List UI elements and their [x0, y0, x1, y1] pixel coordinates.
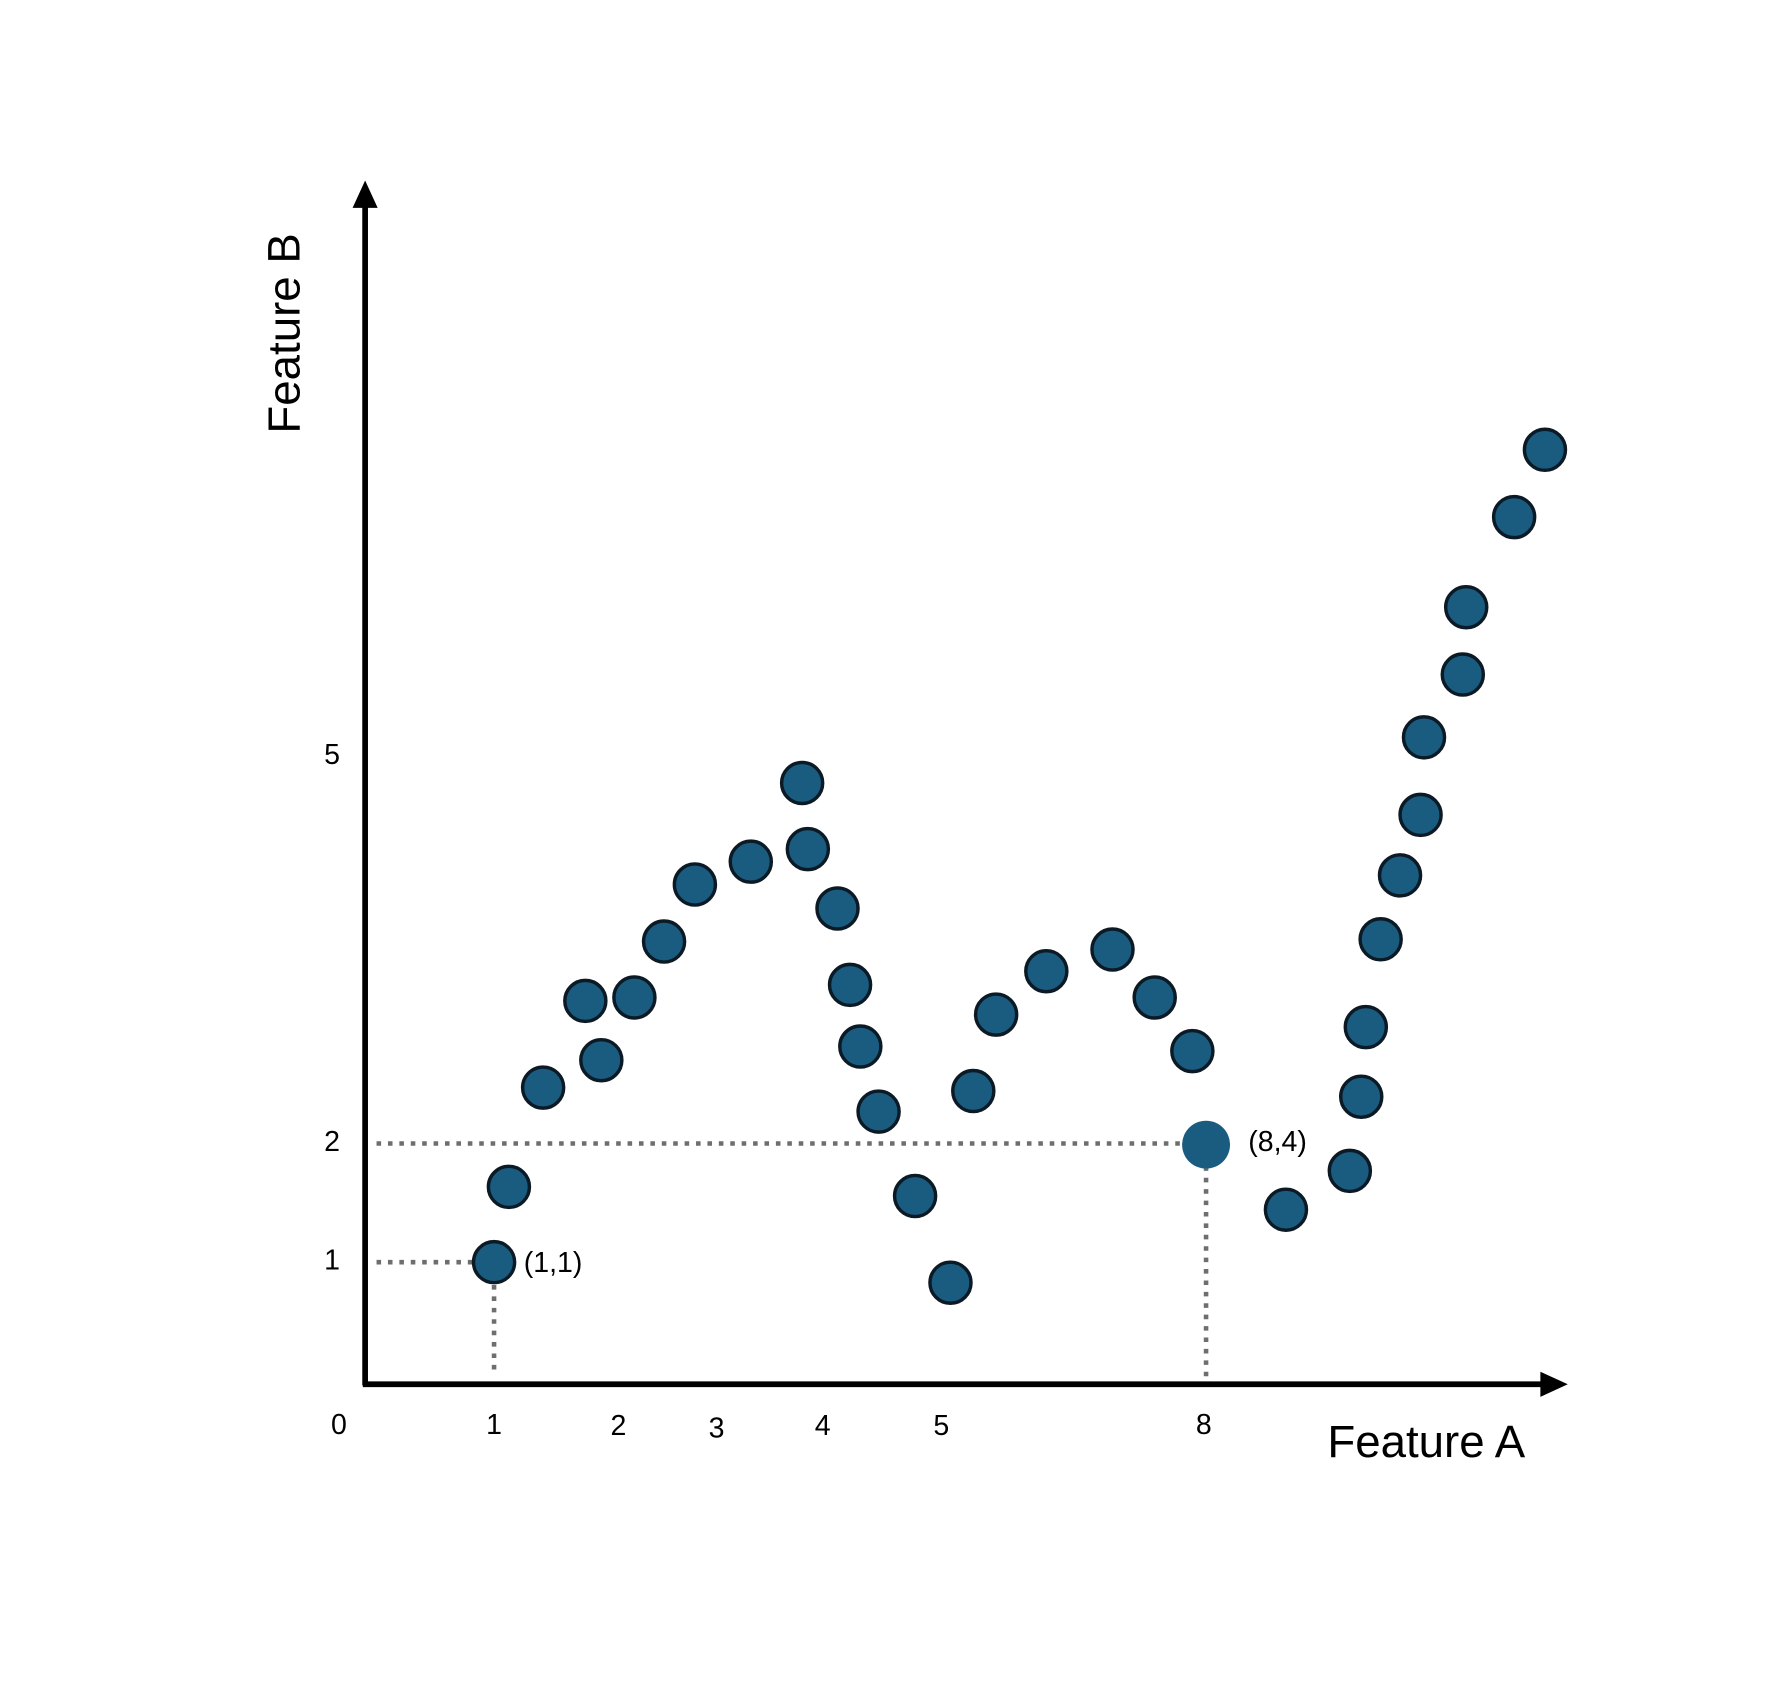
point: [1440, 652, 1486, 697]
point: [856, 1089, 901, 1134]
point: [520, 1065, 566, 1110]
point: [1090, 927, 1135, 972]
point: [1398, 792, 1443, 838]
point: [815, 886, 860, 931]
point: [471, 1239, 517, 1285]
point: [1377, 853, 1423, 898]
point: [579, 1037, 624, 1083]
point: [1338, 1074, 1384, 1119]
x-axis-title: Feature A: [1327, 1416, 1525, 1467]
point: [612, 975, 657, 1020]
y-tick-label: 1: [324, 1245, 340, 1277]
point: [1263, 1187, 1309, 1232]
point: [672, 862, 718, 907]
point: [928, 1260, 973, 1305]
x-tick-label: 1: [486, 1409, 502, 1441]
x-tick-label: 5: [933, 1410, 949, 1442]
point: [951, 1068, 996, 1114]
x-axis-arrow: [1540, 1371, 1568, 1397]
point: [728, 839, 774, 884]
point: [1024, 948, 1069, 994]
y-tick-label: 5: [324, 739, 340, 771]
point: [486, 1164, 532, 1210]
point: [1443, 584, 1489, 630]
axes: [352, 180, 1568, 1397]
point: [1491, 494, 1537, 540]
point: [779, 760, 825, 806]
y-axis-title: Feature B: [259, 233, 310, 433]
annotation: (8,4): [1248, 1126, 1307, 1158]
point: [1343, 1004, 1389, 1050]
point: [827, 962, 873, 1008]
point: [892, 1173, 938, 1219]
point: [563, 978, 608, 1024]
y-axis-arrow: [352, 180, 378, 208]
x-tick-label: 0: [331, 1409, 347, 1441]
annotation: (1,1): [524, 1247, 583, 1279]
point: [1132, 975, 1177, 1020]
highlighted-point: [1182, 1120, 1231, 1169]
points: [471, 427, 1568, 1305]
y-tick-label: 2: [324, 1126, 340, 1158]
x-tick-label: 3: [709, 1412, 725, 1444]
point: [1522, 427, 1568, 473]
x-tick-label: 2: [611, 1410, 627, 1442]
point: [973, 992, 1019, 1037]
point: [1401, 715, 1447, 760]
point: [1358, 917, 1403, 962]
x-tick-label: 8: [1196, 1409, 1212, 1441]
point: [641, 919, 687, 964]
point: [785, 826, 831, 872]
point: [1170, 1028, 1215, 1074]
point: [1327, 1148, 1373, 1194]
point: [838, 1024, 883, 1069]
x-tick-label: 4: [815, 1410, 831, 1442]
